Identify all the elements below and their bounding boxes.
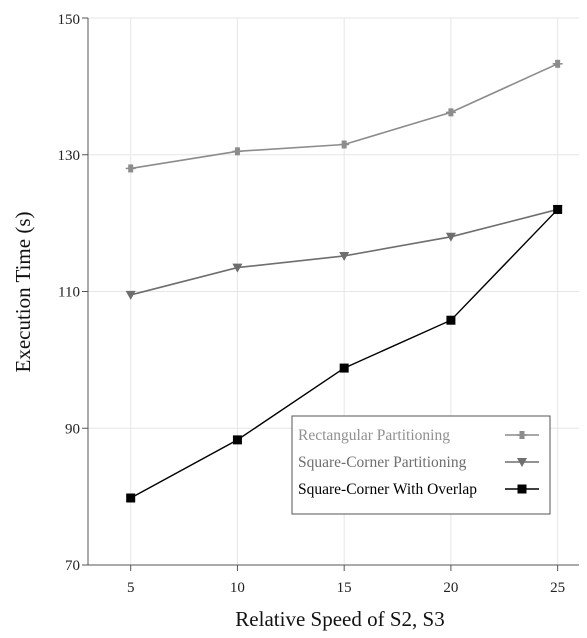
data-point xyxy=(445,232,456,242)
x-tick-label: 15 xyxy=(337,580,352,596)
y-tick-label: 150 xyxy=(58,12,81,28)
data-point xyxy=(125,164,136,173)
y-tick-label: 130 xyxy=(58,148,81,164)
legend-box xyxy=(291,415,551,515)
legend: Rectangular Partitioning Square-Corner Pa… xyxy=(291,415,551,515)
y-axis-title: Execution Time (s) xyxy=(11,211,35,372)
y-tick-label: 90 xyxy=(65,421,80,437)
data-point xyxy=(446,315,456,325)
data-point xyxy=(232,435,242,445)
legend-label: Rectangular Partitioning xyxy=(298,427,450,444)
x-tick-label: 20 xyxy=(443,580,458,596)
data-point xyxy=(552,59,563,68)
axes: 70 90 110 130 150 5 10 15 20 25 xyxy=(58,12,579,596)
y-tick-label: 110 xyxy=(58,285,80,301)
data-point xyxy=(126,493,136,503)
x-tick-label: 5 xyxy=(127,580,135,596)
data-point xyxy=(232,147,243,156)
y-tick-label: 70 xyxy=(65,558,80,574)
data-point xyxy=(339,251,350,261)
legend-swatch-marker xyxy=(517,458,527,467)
legend-swatch-marker xyxy=(517,431,527,439)
legend-label: Square-Corner With Overlap xyxy=(298,481,477,498)
x-tick-label: 10 xyxy=(230,580,245,596)
legend-label: Square-Corner Partitioning xyxy=(298,454,467,471)
data-point xyxy=(339,140,350,149)
x-tick-label: 25 xyxy=(550,580,565,596)
data-point xyxy=(339,363,349,373)
legend-swatch-marker xyxy=(517,484,527,494)
data-point xyxy=(125,290,136,300)
series xyxy=(125,59,563,503)
data-point xyxy=(445,108,456,117)
data-point xyxy=(232,263,243,273)
x-axis-title: Relative Speed of S2, S3 xyxy=(235,607,444,631)
data-point xyxy=(553,204,563,214)
